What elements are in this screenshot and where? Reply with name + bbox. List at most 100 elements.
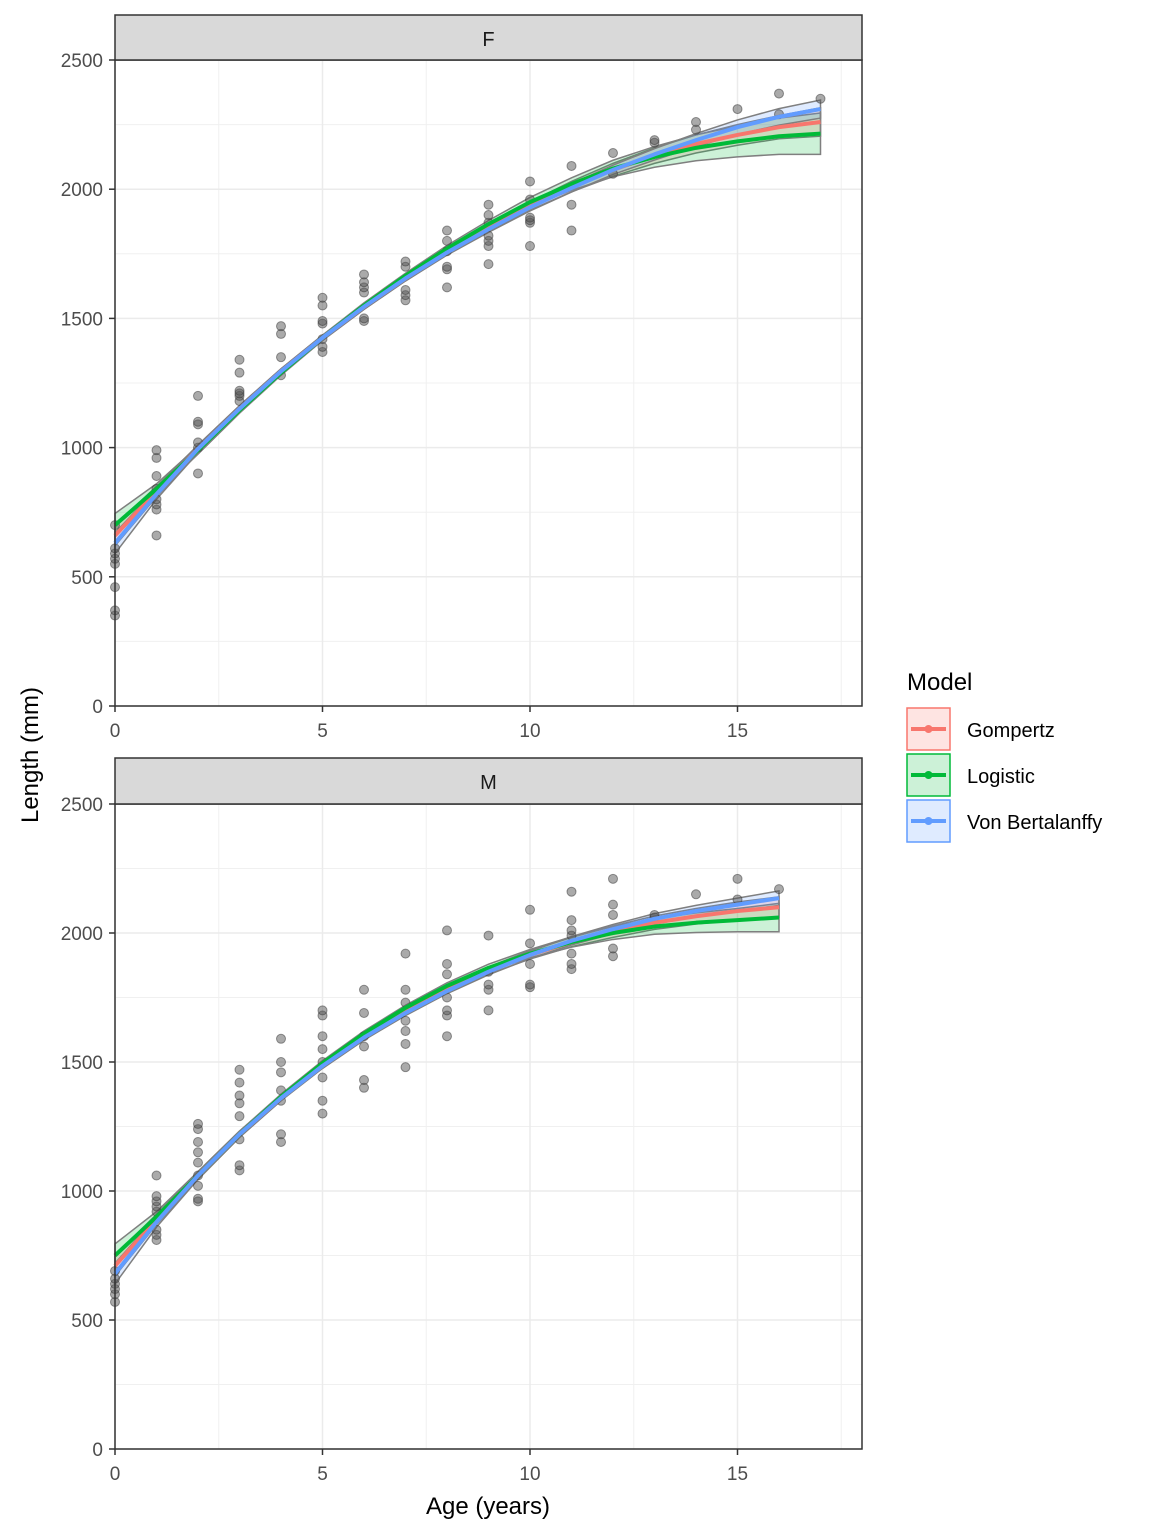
data-point [442, 282, 452, 293]
data-point [566, 948, 577, 959]
fit-line-von-bertalanffy [113, 107, 821, 545]
x-tick-label: 0 [110, 721, 121, 742]
data-point [234, 385, 245, 396]
data-point [442, 225, 452, 236]
legend-item: Logistic [906, 753, 1035, 797]
data-point [276, 1067, 286, 1078]
y-tick-label: 2000 [61, 180, 103, 201]
data-point [234, 354, 245, 365]
data-point [525, 904, 535, 915]
data-point [193, 1118, 203, 1129]
data-point [400, 1062, 411, 1073]
data-point [483, 210, 494, 221]
data-point [774, 88, 784, 99]
data-point [234, 1090, 245, 1101]
data-point [317, 1005, 328, 1016]
data-point [317, 1095, 328, 1106]
data-point [732, 873, 743, 884]
data-point [151, 530, 162, 541]
data-point [608, 943, 618, 954]
x-tick-label: 15 [727, 721, 748, 742]
data-point [234, 1111, 245, 1122]
data-point [151, 1191, 162, 1202]
data-point [483, 1005, 494, 1016]
legend-item: Gompertz [906, 707, 1055, 751]
legend-key-point [924, 817, 933, 825]
data-point [276, 1057, 286, 1067]
x-tick-label: 5 [317, 721, 328, 742]
x-tick-label: 10 [519, 1464, 540, 1485]
data-point [151, 471, 162, 482]
data-point [317, 315, 328, 326]
panel-M: M 0 500 1000 1500 2000 2500 0 5 10 15 [61, 757, 863, 1485]
y-tick-label: 1500 [61, 1053, 103, 1074]
data-point [483, 199, 494, 210]
data-point [566, 886, 577, 897]
data-point [400, 284, 411, 295]
data-point [317, 292, 328, 303]
data-point [151, 1170, 162, 1181]
data-point [566, 225, 577, 236]
data-point [483, 930, 494, 941]
data-point [566, 958, 577, 969]
data-point [525, 979, 535, 990]
data-point [359, 313, 369, 324]
data-point [442, 1005, 452, 1016]
data-point [400, 1015, 411, 1026]
x-tick-label: 0 [110, 1464, 121, 1485]
y-tick-label: 500 [71, 568, 103, 589]
fit-line-von-bertalanffy [113, 896, 780, 1275]
data-point [442, 958, 452, 969]
data-point [608, 148, 618, 159]
panel-F: F 0 500 1000 1500 2000 2500 0 5 10 15 [61, 14, 863, 742]
data-point [400, 948, 411, 959]
data-point [193, 1157, 203, 1168]
data-point [234, 1077, 245, 1088]
data-point [359, 1007, 369, 1018]
data-point [234, 1064, 245, 1075]
y-tick-label: 0 [92, 697, 103, 718]
data-point [525, 958, 535, 969]
data-point [442, 1031, 452, 1042]
y-axis-title: Length (mm) [17, 687, 44, 823]
data-point [317, 1108, 328, 1119]
data-point [442, 925, 452, 936]
data-point [649, 135, 660, 146]
facet-strip [114, 757, 863, 805]
data-point [193, 416, 203, 427]
data-point [193, 1180, 203, 1191]
data-point [525, 176, 535, 187]
x-tick-label: 5 [317, 1464, 328, 1485]
legend-key-point [924, 725, 933, 733]
data-point [608, 899, 618, 910]
data-point [193, 468, 203, 479]
y-tick-label: 500 [71, 1311, 103, 1332]
facet-strip-label: F [482, 29, 494, 51]
legend-label: Gompertz [967, 720, 1055, 742]
data-point [608, 873, 618, 884]
data-point [193, 390, 203, 401]
data-point [234, 1160, 245, 1171]
data-point [566, 925, 577, 936]
legend-label: Logistic [967, 766, 1035, 788]
y-tick-label: 0 [92, 1440, 103, 1461]
data-point [193, 1147, 203, 1158]
data-point [359, 1041, 369, 1052]
data-point [525, 241, 535, 252]
data-point [442, 235, 452, 246]
data-point [691, 117, 701, 128]
data-point [566, 199, 577, 210]
data-point [276, 1129, 286, 1140]
data-point [359, 269, 369, 280]
data-point [151, 445, 162, 456]
data-point [400, 1038, 411, 1049]
legend-item: Von Bertalanffy [906, 799, 1102, 843]
data-point [276, 352, 286, 363]
data-point [193, 1136, 203, 1147]
data-point [525, 212, 535, 223]
y-tick-label: 1000 [61, 1182, 103, 1203]
data-point [815, 93, 826, 104]
y-tick-label: 2500 [61, 795, 103, 816]
legend-title: Model [907, 669, 972, 696]
